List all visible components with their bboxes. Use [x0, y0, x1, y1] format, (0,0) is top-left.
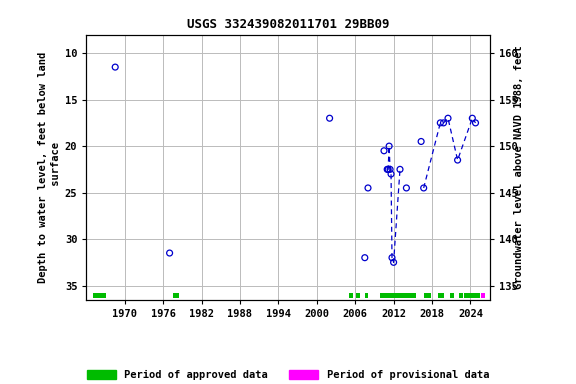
Bar	[425, 293, 431, 298]
Point	[111, 64, 120, 70]
Bar	[464, 293, 480, 298]
Point	[165, 250, 174, 256]
Title: USGS 332439082011701 29BB09: USGS 332439082011701 29BB09	[187, 18, 389, 31]
Point	[380, 148, 389, 154]
Bar	[482, 293, 485, 298]
Point	[388, 255, 397, 261]
Point	[435, 120, 445, 126]
Point	[402, 185, 411, 191]
Point	[453, 157, 462, 163]
Point	[384, 166, 393, 172]
Bar	[438, 293, 444, 298]
Point	[395, 166, 404, 172]
Point	[360, 255, 369, 261]
Bar	[357, 293, 361, 298]
Point	[325, 115, 334, 121]
Point	[419, 185, 429, 191]
Bar	[380, 293, 416, 298]
Bar	[450, 293, 454, 298]
Point	[385, 143, 394, 149]
Point	[386, 171, 396, 177]
Y-axis label: Groundwater level above NAVD 1988, feet: Groundwater level above NAVD 1988, feet	[514, 45, 524, 289]
Point	[468, 115, 477, 121]
Bar	[349, 293, 353, 298]
Bar	[459, 293, 463, 298]
Y-axis label: Depth to water level, feet below land
 surface: Depth to water level, feet below land su…	[37, 51, 60, 283]
Bar	[173, 293, 179, 298]
Point	[382, 166, 392, 172]
Bar	[365, 293, 368, 298]
Point	[471, 120, 480, 126]
Bar	[93, 293, 105, 298]
Legend: Period of approved data, Period of provisional data: Period of approved data, Period of provi…	[83, 366, 493, 384]
Point	[389, 259, 398, 265]
Point	[444, 115, 453, 121]
Point	[363, 185, 373, 191]
Point	[385, 166, 395, 172]
Point	[439, 120, 448, 126]
Point	[416, 138, 426, 144]
